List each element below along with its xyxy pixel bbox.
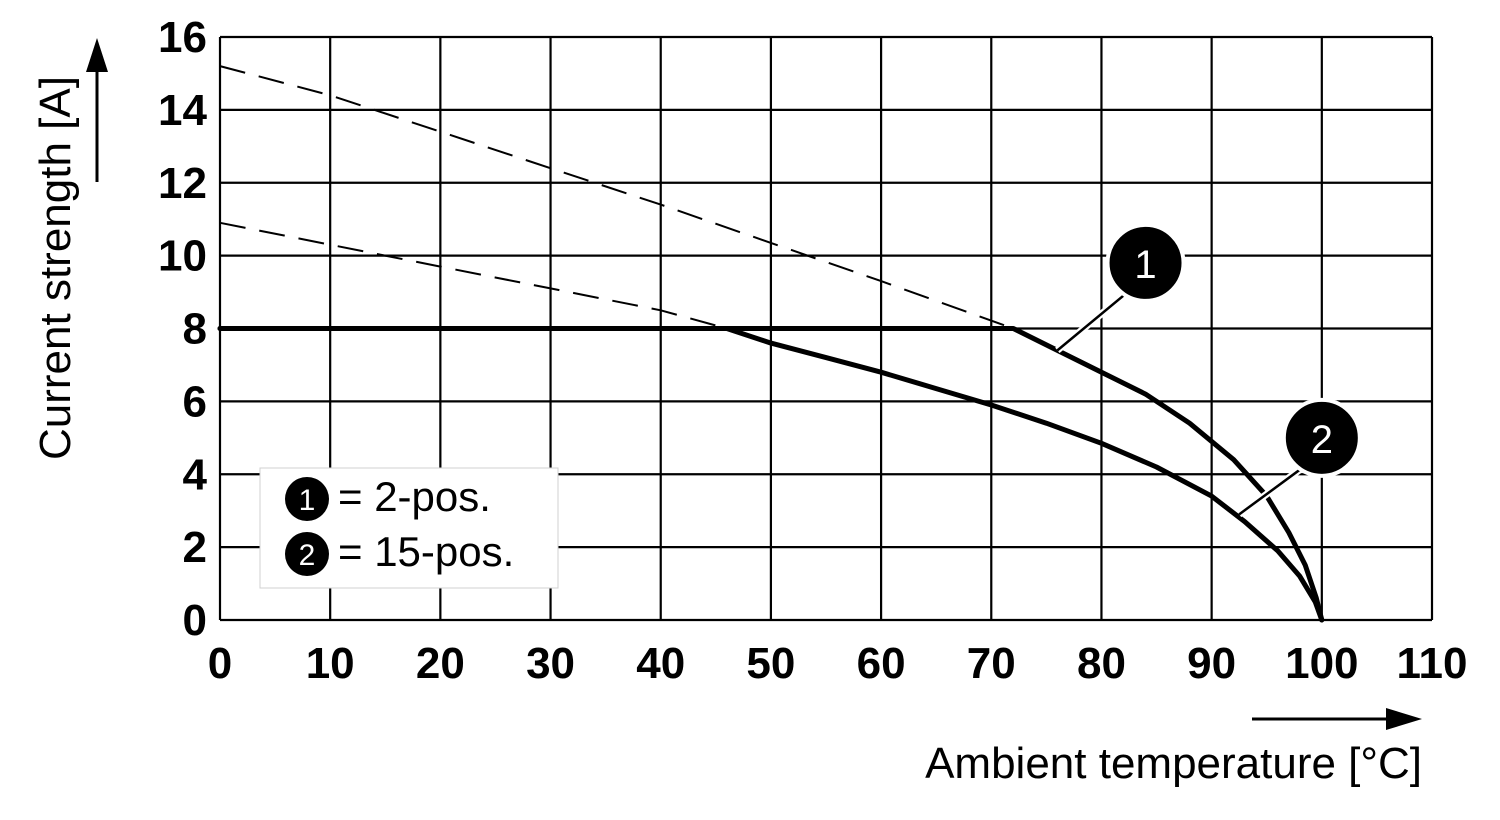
x-tick-label: 30 <box>526 639 575 688</box>
legend-marker-1-label: 1 <box>299 484 316 517</box>
y-tick-labels: 0 2 4 6 8 10 12 14 16 <box>158 13 207 645</box>
x-tick-label: 70 <box>967 639 1016 688</box>
legend-entry-2: = 15-pos. <box>338 528 514 575</box>
x-tick-label: 10 <box>306 639 355 688</box>
y-tick-label: 2 <box>183 523 207 572</box>
legend-entry-1: = 2-pos. <box>338 473 491 520</box>
x-tick-label: 50 <box>746 639 795 688</box>
y-axis-arrow-head <box>86 38 108 72</box>
legend-marker-1-icon <box>285 477 329 521</box>
callout-1-leader <box>1056 287 1133 352</box>
series-2-extrapolated-line <box>219 221 728 330</box>
legend: 1 = 2-pos. 2 = 15-pos. <box>259 467 559 589</box>
x-axis-title-group: Ambient temperature [°C] <box>925 708 1422 788</box>
y-tick-label: 12 <box>158 159 207 208</box>
x-tick-label: 90 <box>1187 639 1236 688</box>
y-tick-label: 6 <box>183 377 207 426</box>
x-axis-arrow-head <box>1386 708 1422 730</box>
y-axis-title-group: Current strength [A] <box>31 38 108 460</box>
x-tick-label: 40 <box>636 639 685 688</box>
callout-2-icon <box>1281 397 1362 478</box>
y-tick-label: 4 <box>183 450 208 499</box>
y-axis-title: Current strength [A] <box>31 76 80 460</box>
callout-2-leader <box>1238 462 1309 516</box>
series-2-line <box>217 326 1325 623</box>
x-tick-label: 100 <box>1285 639 1358 688</box>
x-axis-title: Ambient temperature [°C] <box>925 739 1422 788</box>
x-tick-label: 0 <box>208 639 232 688</box>
legend-marker-2-icon <box>285 532 329 576</box>
x-tick-labels: 0 10 20 30 40 50 60 70 80 90 100 110 <box>208 639 1468 688</box>
series-1-line <box>217 326 1325 623</box>
legend-marker-2-label: 2 <box>299 539 316 572</box>
y-tick-label: 10 <box>158 232 207 281</box>
x-tick-label: 20 <box>416 639 465 688</box>
solid-series <box>217 326 1325 623</box>
y-tick-label: 14 <box>158 86 207 135</box>
callout-2-label: 2 <box>1311 418 1333 462</box>
dashed-series <box>219 65 1014 330</box>
callout-1-label: 1 <box>1134 243 1156 287</box>
x-tick-label: 110 <box>1397 639 1468 688</box>
y-tick-label: 16 <box>158 13 207 62</box>
annotations: 12 <box>1055 222 1362 518</box>
x-tick-label: 60 <box>857 639 906 688</box>
y-tick-label: 0 <box>183 596 207 645</box>
series-1-extrapolated-line <box>219 65 1014 330</box>
x-tick-label: 80 <box>1077 639 1126 688</box>
callout-1-icon <box>1105 222 1186 303</box>
y-tick-label: 8 <box>183 305 207 354</box>
